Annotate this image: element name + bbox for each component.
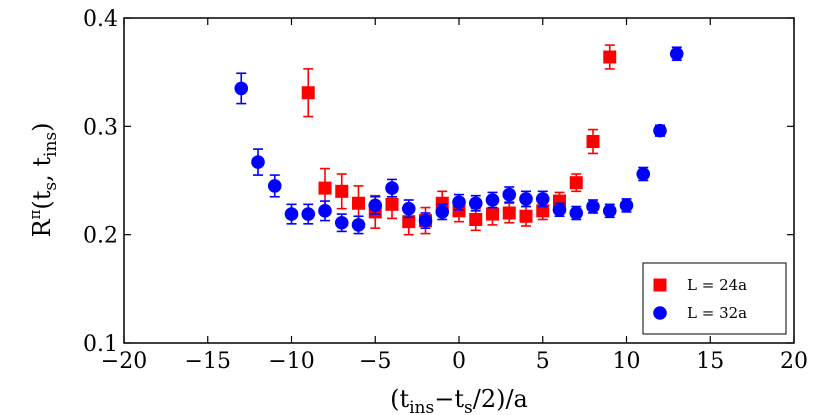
data-point — [401, 201, 416, 216]
data-point — [468, 196, 483, 211]
data-point — [234, 81, 249, 96]
data-point — [519, 192, 533, 206]
data-point — [569, 206, 584, 220]
data-point — [619, 198, 634, 213]
data-point — [335, 184, 349, 198]
data-point — [486, 207, 499, 221]
data-point — [368, 198, 383, 213]
data-point — [452, 195, 466, 209]
series-layer — [234, 44, 684, 236]
x-axis-title: (tins−ts/2)/a — [390, 385, 528, 415]
data-point — [267, 179, 282, 193]
x-tick-label: −5 — [359, 349, 391, 374]
data-point — [334, 215, 349, 230]
data-point — [385, 181, 399, 195]
x-tick-label: 15 — [696, 349, 724, 374]
data-point — [535, 192, 550, 206]
data-point — [519, 209, 533, 223]
data-point — [502, 206, 516, 220]
legend-items: L = 24a L = 32a — [653, 276, 747, 322]
data-point — [603, 50, 617, 64]
data-point — [318, 181, 332, 195]
legend-frame — [642, 262, 787, 335]
x-tick-label: 10 — [613, 349, 641, 374]
series-2 — [234, 46, 684, 235]
x-tick-label: −15 — [185, 349, 231, 374]
legend-marker — [653, 306, 667, 320]
data-point — [284, 207, 299, 221]
data-point — [352, 196, 365, 210]
data-point — [586, 135, 600, 148]
data-point — [552, 202, 567, 217]
data-point — [602, 204, 617, 218]
legend-label: L = 32a — [687, 304, 747, 322]
data-point — [251, 155, 265, 169]
y-tick-label: 0.3 — [83, 115, 118, 140]
y-tick-label: 0.1 — [83, 332, 118, 357]
y-tick-label: 0.2 — [83, 224, 118, 249]
legend-marker — [653, 278, 667, 292]
data-point — [301, 207, 316, 221]
data-point — [318, 204, 332, 218]
legend: L = 24a L = 32a — [642, 262, 787, 335]
data-point — [435, 205, 450, 219]
x-tick-label: −10 — [268, 349, 314, 374]
data-point — [351, 218, 366, 232]
x-tick-label: 20 — [780, 349, 808, 374]
data-point — [385, 197, 399, 211]
data-point — [485, 193, 500, 207]
legend-label: L = 24a — [687, 276, 747, 294]
data-point — [653, 123, 667, 138]
data-point — [536, 204, 550, 218]
data-point — [636, 167, 651, 181]
data-point — [418, 213, 433, 228]
data-point — [469, 213, 483, 226]
x-tick-label: −20 — [101, 349, 147, 374]
data-point — [586, 199, 600, 214]
ticks: −20 −15 −10 −5 0 5 10 15 20 0.1 0.2 0.3 0.4 — [83, 7, 808, 374]
y-tick-label: 0.4 — [83, 7, 118, 32]
data-point — [301, 86, 315, 100]
x-tick-label: 0 — [452, 349, 466, 374]
data-point — [669, 46, 684, 61]
y-axis-title: Rπ(ts, tins) — [26, 122, 61, 237]
data-point — [569, 176, 583, 190]
data-point — [502, 187, 517, 202]
x-tick-label: 5 — [536, 349, 550, 374]
data-point — [402, 215, 416, 229]
